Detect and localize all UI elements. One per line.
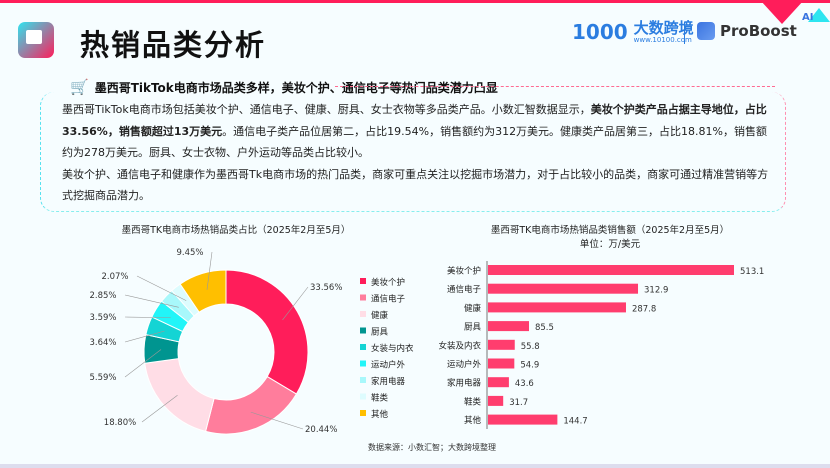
- pie-data-label: 20.44%: [305, 425, 337, 435]
- logo-dashujujing: 1000 大数跨境 www.10100.com: [572, 20, 694, 44]
- text: 墨西哥TikTok电商市场包括美妆个护、通信电子、健康、厨具、女士衣物等多品类产…: [62, 103, 591, 116]
- top-accent-bar: [0, 0, 830, 3]
- pie-leader-line: [250, 411, 304, 430]
- bar-3: [488, 321, 529, 332]
- bar-7: [488, 395, 504, 406]
- bar-subtitle: 单位：万/美元: [580, 238, 641, 250]
- bar-category-label: 厨具: [464, 323, 482, 333]
- legend-label: 通信电子: [371, 294, 406, 305]
- pie-leader-line: [124, 349, 162, 378]
- summary-text: 墨西哥TikTok电商市场包括美妆个护、通信电子、健康、厨具、女士衣物等多品类产…: [62, 99, 777, 207]
- text: 美妆个护、通信电子和健康作为墨西哥Tk电商市场的热门品类，商家可重点关注以挖掘市…: [62, 167, 769, 203]
- legend-swatch: [360, 377, 366, 383]
- pie-title: 墨西哥TK电商市场热销品类占比（2025年2月至5月）: [122, 224, 351, 236]
- pie-leader-line: [136, 275, 187, 301]
- bar-category-label: 家用电器: [447, 378, 482, 389]
- pie-data-label: 33.56%: [310, 283, 342, 293]
- legend-label: 家用电器: [371, 376, 406, 387]
- bar-category-label: 鞋类: [464, 396, 482, 407]
- bar-data-label: 43.6: [515, 379, 534, 389]
- bar-6: [488, 377, 509, 388]
- legend-swatch: [360, 393, 366, 400]
- logo-mark: 1000: [572, 20, 628, 44]
- legend-label: 鞋类: [371, 393, 389, 404]
- text: 。通信电子类产品位居第二，占比19.54%，销售额约为312万美元。健康类产品居…: [62, 124, 768, 160]
- pie-data-label: 5.59%: [89, 373, 116, 383]
- pie-data-label: 2.07%: [101, 272, 128, 282]
- pie-data-label: 18.80%: [104, 418, 136, 428]
- section-heading: 🛒 墨西哥TikTok电商市场品类多样，美妆个护、通信电子等热门品类潜力凸显: [70, 78, 498, 96]
- pie-slice-2: [144, 358, 215, 433]
- pie-leader-line: [141, 395, 178, 423]
- bar-0: [488, 265, 734, 275]
- pie-leader-line: [124, 294, 179, 308]
- legend-label: 厨具: [371, 328, 389, 338]
- bottom-bar: [0, 464, 830, 468]
- proboost-icon: [697, 22, 715, 40]
- bar-data-label: 287.8: [632, 304, 656, 314]
- bar-data-label: 312.9: [644, 286, 668, 296]
- ai-badge: AI: [802, 12, 814, 23]
- legend-swatch: [360, 294, 366, 301]
- bar-category-label: 其他: [464, 415, 482, 426]
- logo-divider: [684, 22, 685, 44]
- bar-category-label: 健康: [464, 303, 482, 314]
- legend-swatch: [360, 360, 366, 367]
- section-heading-text: 墨西哥TikTok电商市场品类多样，美妆个护、通信电子等热门品类潜力凸显: [94, 80, 498, 95]
- bar-data-label: 513.1: [740, 267, 764, 277]
- pie-data-label: 9.45%: [176, 248, 203, 258]
- legend-label: 健康: [371, 310, 389, 321]
- cart-icon: 🛒: [70, 78, 89, 96]
- bar-1: [488, 283, 639, 294]
- legend-swatch: [360, 327, 366, 334]
- divider: [335, 86, 775, 87]
- summary-box: [40, 92, 786, 212]
- pie-leader-line: [206, 251, 213, 290]
- bar-title: 墨西哥TK电商市场热销品类销售额（2025年2月至5月）: [491, 224, 729, 236]
- legend-swatch: [360, 410, 366, 416]
- pie-slice-0: [225, 269, 309, 395]
- bar-category-label: 女装及内衣: [438, 340, 481, 351]
- bar-data-label: 55.8: [521, 342, 540, 352]
- legend-label: 美妆个护: [371, 277, 405, 288]
- pie-leader-line: [124, 330, 165, 343]
- bar-data-label: 85.5: [535, 323, 554, 333]
- bar-category-label: 运动户外: [447, 359, 482, 370]
- logo-name: ProBoost: [720, 22, 797, 40]
- page-title: 热销品类分析: [80, 28, 267, 62]
- legend-label: 运动户外: [371, 360, 406, 371]
- logo-url: www.10100.com: [633, 35, 692, 44]
- bar-data-label: 31.7: [509, 398, 528, 408]
- legend-label: 其他: [371, 409, 389, 420]
- pie-data-label: 3.64%: [89, 338, 116, 348]
- highlight: 美妆个护类产品占据主导地位，占比33.56%，销售额超过13万美元: [62, 103, 767, 138]
- legend-swatch: [360, 278, 366, 284]
- pie-data-label: 2.85%: [89, 291, 116, 301]
- bar-category-label: 美妆个护: [447, 266, 481, 277]
- bar-data-label: 144.7: [563, 417, 587, 427]
- bar-category-label: 通信电子: [447, 284, 482, 295]
- bar-8: [488, 414, 558, 425]
- data-source: 数据来源：小数汇智；大数跨境整理: [368, 443, 496, 452]
- bar-4: [488, 339, 515, 350]
- pie-leader-line: [282, 286, 309, 321]
- legend-label: 女装与内衣: [371, 343, 414, 354]
- legend-swatch: [360, 311, 366, 317]
- bar-5: [488, 358, 515, 369]
- header-icon: [18, 22, 54, 58]
- pie-data-label: 3.59%: [89, 313, 116, 323]
- logo-name: 大数跨境: [633, 18, 694, 37]
- logo-proboost: ProBoost: [697, 22, 797, 40]
- legend-swatch: [360, 344, 366, 350]
- pie-slice-8: [179, 269, 227, 313]
- bar-2: [488, 302, 626, 313]
- bar-data-label: 54.9: [520, 361, 539, 371]
- pie-leader-line: [124, 316, 171, 319]
